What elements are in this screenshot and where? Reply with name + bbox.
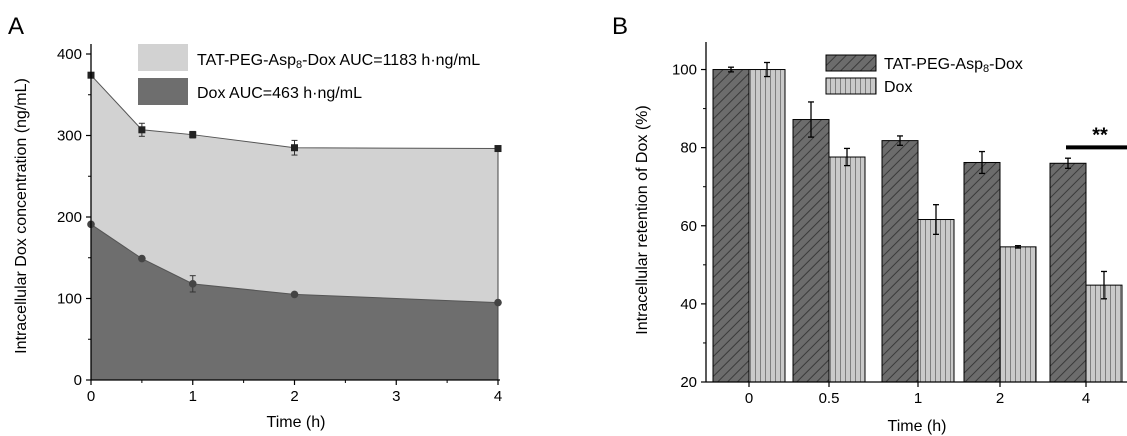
y-tick-label: 60 [680, 218, 697, 235]
panel-b-ylabel: Intracellular retention of Dox (%) [634, 105, 651, 334]
legend-swatch-tat [138, 44, 188, 71]
panel-b-legend: TAT-PEG-Asp8-Dox Dox [825, 54, 1023, 96]
panel-a-ylabel: Intracellular Dox concentration (ng/mL) [13, 78, 30, 354]
panel-b-error-bars [728, 61, 1107, 300]
legend-swatch-tat [825, 54, 877, 72]
x-tick-label: 2 [290, 388, 298, 405]
bar-series-1 [999, 246, 1037, 383]
x-tick-label: 4 [494, 388, 502, 405]
data-point-series-1 [188, 280, 197, 288]
legend-label-tat: TAT-PEG-Asp8-Dox AUC=1183 h·ng/mL [197, 52, 480, 71]
data-point-series-0 [494, 145, 502, 153]
panel-a-xlabel: Time (h) [267, 414, 326, 431]
bar-series-0 [792, 119, 830, 383]
y-tick-label: 20 [680, 374, 697, 391]
x-tick-label: 0 [745, 390, 753, 407]
legend-label-dox: Dox AUC=463 h·ng/mL [197, 85, 362, 102]
data-point-series-0 [138, 126, 146, 134]
panel-a-areas [90, 74, 499, 380]
y-tick-label: 0 [74, 372, 82, 389]
panel-a-label: A [8, 13, 24, 40]
x-tick-label: 0.5 [819, 390, 840, 407]
y-tick-label: 400 [57, 46, 82, 63]
bar-series-0 [963, 161, 1001, 383]
panel-b-xlabel: Time (h) [888, 418, 947, 435]
bar-series-0 [712, 69, 750, 383]
bar-series-0 [881, 140, 919, 383]
panel-b-significance: ** [1066, 124, 1127, 150]
x-tick-label: 1 [914, 390, 922, 407]
panel-a: A 0 100 200 300 400 0 1 2 3 4 TAT-PEG-Asp8-Dox AU… [8, 13, 502, 431]
x-tick-label: 0 [87, 388, 95, 405]
y-tick-label: 80 [680, 140, 697, 157]
x-tick-label: 4 [1082, 390, 1090, 407]
x-tick-label: 1 [189, 388, 197, 405]
significance-label: ** [1092, 124, 1108, 146]
panel-a-markers [87, 71, 502, 307]
data-point-series-1 [494, 298, 502, 307]
y-tick-label: 300 [57, 128, 82, 145]
bar-series-0 [1049, 162, 1087, 383]
panel-b-bars [712, 69, 1123, 383]
panel-b: B 20 40 60 80 100 0 0.5 1 2 4 ** TAT-PEG-Asp8-Dox… [612, 13, 1127, 435]
x-tick-label: 2 [996, 390, 1004, 407]
y-tick-label: 200 [57, 209, 82, 226]
bar-series-1 [1085, 284, 1123, 383]
bar-series-1 [748, 69, 786, 383]
bar-series-1 [917, 219, 955, 383]
area-series-1 [91, 224, 498, 380]
panel-b-label: B [612, 13, 628, 40]
legend-swatch-dox [138, 78, 188, 105]
legend-label-dox: Dox [884, 79, 912, 96]
y-tick-label: 100 [57, 291, 82, 308]
data-point-series-1 [290, 290, 299, 299]
panel-a-axes: 0 100 200 300 400 0 1 2 3 4 [57, 44, 502, 405]
data-point-series-1 [138, 254, 146, 263]
legend-label-tat: TAT-PEG-Asp8-Dox [884, 56, 1023, 75]
y-tick-label: 40 [680, 296, 697, 313]
bar-series-1 [828, 156, 866, 383]
legend-swatch-dox [825, 77, 877, 95]
x-tick-label: 3 [392, 388, 400, 405]
panel-a-legend: TAT-PEG-Asp8-Dox AUC=1183 h·ng/mL Dox AU… [138, 44, 480, 105]
y-tick-label: 100 [672, 62, 697, 79]
data-point-series-0 [189, 131, 197, 139]
panel-b-axes: 20 40 60 80 100 0 0.5 1 2 4 [672, 42, 1127, 407]
data-point-series-0 [291, 144, 298, 152]
